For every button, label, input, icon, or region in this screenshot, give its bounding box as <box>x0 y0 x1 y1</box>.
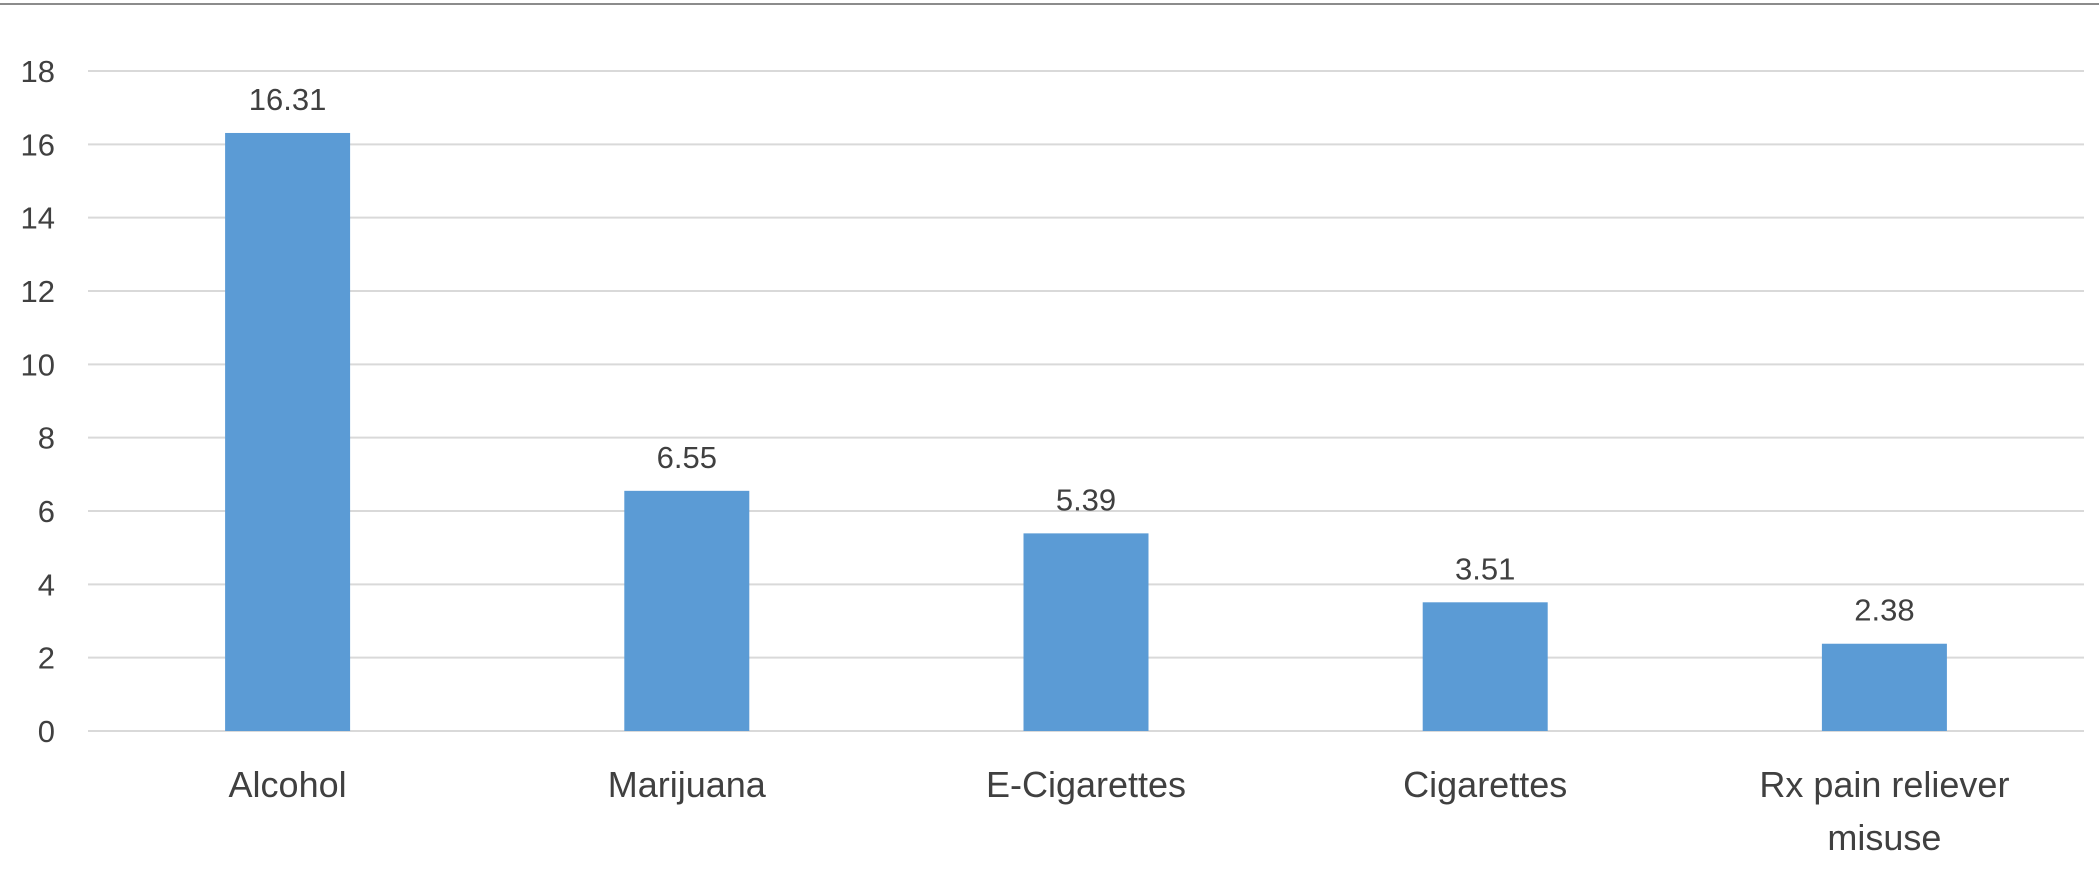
gridlines <box>88 70 2084 732</box>
x-category-label: Marijuana <box>608 764 767 805</box>
y-tick-label: 10 <box>21 347 55 382</box>
y-tick-label: 0 <box>38 714 55 749</box>
y-tick-label: 16 <box>21 127 55 162</box>
y-tick-label: 2 <box>38 641 55 676</box>
data-label: 2.38 <box>1854 593 1914 628</box>
x-category-label: Rx pain reliever misuse <box>1759 764 2009 858</box>
bar <box>225 132 351 731</box>
data-labels: 16.31 6.55 5.39 3.51 2.38 <box>249 82 1915 628</box>
x-category-label-line: Cigarettes <box>1403 764 1567 805</box>
y-tick-label: 18 <box>21 54 55 89</box>
data-label: 6.55 <box>657 440 717 475</box>
y-tick-label: 12 <box>21 274 55 309</box>
y-tick-label: 14 <box>21 201 55 236</box>
x-category-label-line: misuse <box>1827 817 1941 858</box>
x-category-label: E-Cigarettes <box>986 764 1186 805</box>
y-tick-label: 6 <box>38 494 55 529</box>
x-category-label-line: Alcohol <box>229 764 347 805</box>
x-category-label-line: Rx pain reliever <box>1759 764 2009 805</box>
data-label: 5.39 <box>1056 482 1116 517</box>
y-tick-label: 8 <box>38 421 55 456</box>
y-axis-tick-labels: 0 2 4 6 8 10 12 14 16 18 <box>21 54 55 749</box>
bar <box>624 490 750 731</box>
x-category-label-line: E-Cigarettes <box>986 764 1186 805</box>
x-category-label: Alcohol <box>229 764 347 805</box>
bar <box>1821 643 1947 731</box>
data-label: 3.51 <box>1455 551 1515 586</box>
y-tick-label: 4 <box>38 567 55 602</box>
x-axis-category-labels: Alcohol Marijuana E-Cigarettes Cigarettes Rx… <box>229 764 2010 858</box>
x-category-label-line: Marijuana <box>608 764 767 805</box>
data-label: 16.31 <box>249 82 327 117</box>
bars <box>225 132 1947 731</box>
x-category-label: Cigarettes <box>1403 764 1567 805</box>
bar <box>1422 602 1548 731</box>
bar <box>1023 533 1149 731</box>
